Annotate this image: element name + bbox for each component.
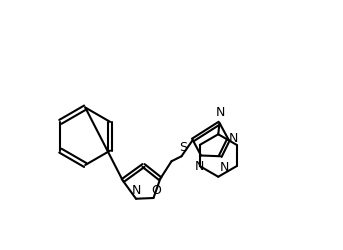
Text: O: O xyxy=(152,184,162,197)
Text: S: S xyxy=(179,141,187,154)
Text: N: N xyxy=(229,132,238,145)
Text: N: N xyxy=(216,106,225,118)
Text: N: N xyxy=(195,160,204,173)
Text: N: N xyxy=(219,161,229,174)
Text: N: N xyxy=(131,184,141,198)
